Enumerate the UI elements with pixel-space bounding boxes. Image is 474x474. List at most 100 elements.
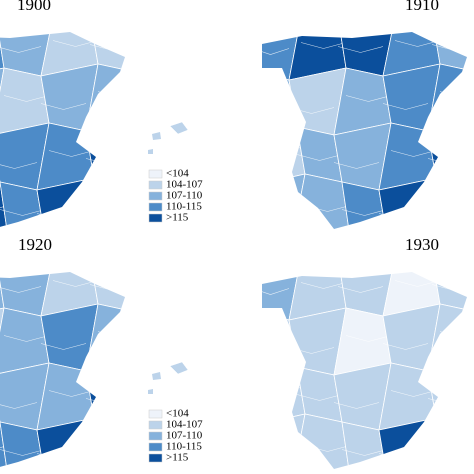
legend-label: <104 — [166, 408, 189, 420]
legend-label: <104 — [166, 168, 189, 180]
legend-swatch — [148, 453, 163, 463]
province-border — [394, 40, 441, 47]
province — [85, 358, 125, 427]
province-border — [262, 339, 298, 346]
province-border — [337, 46, 384, 53]
province-border — [97, 331, 125, 338]
spain-map — [0, 32, 125, 229]
island — [148, 149, 153, 154]
province-border — [333, 402, 380, 409]
legend-label: 104-107 — [166, 419, 203, 431]
province — [423, 417, 467, 469]
province-border — [345, 95, 392, 102]
island — [152, 372, 161, 380]
province-border — [36, 453, 83, 460]
province-border — [390, 150, 437, 157]
province-border — [0, 209, 46, 216]
province — [85, 118, 125, 187]
province-border — [262, 48, 290, 55]
province-border — [341, 449, 388, 456]
province — [382, 303, 441, 372]
province-border — [439, 331, 467, 338]
island — [169, 361, 189, 375]
panel-title: 1920 — [18, 235, 52, 254]
province-border — [378, 213, 425, 220]
province-border — [296, 154, 343, 161]
spain-map — [262, 32, 467, 229]
province-border — [262, 211, 294, 218]
province-border — [262, 451, 294, 458]
province-border — [390, 390, 437, 397]
province-border — [0, 449, 46, 456]
province-border — [394, 280, 441, 287]
province — [40, 303, 99, 372]
province-border — [333, 162, 380, 169]
island — [152, 132, 161, 140]
province — [262, 413, 306, 469]
province-border — [435, 447, 467, 454]
province-border — [0, 162, 38, 169]
province-border — [40, 343, 87, 350]
province-border — [262, 288, 290, 295]
map-panel — [262, 272, 467, 469]
province-border — [52, 280, 99, 287]
panel-title: 1910 — [405, 0, 439, 14]
legend-label: >115 — [166, 452, 189, 464]
island — [169, 121, 189, 135]
province-border — [337, 286, 384, 293]
province-border — [382, 343, 429, 350]
province-border — [93, 447, 125, 454]
province — [382, 63, 441, 132]
province-border — [52, 40, 99, 47]
island — [148, 389, 153, 394]
province-border — [296, 394, 343, 401]
spain-map — [262, 272, 467, 469]
province-border — [300, 282, 347, 289]
legend-swatch — [148, 169, 163, 179]
province-border — [0, 205, 9, 212]
province-border — [93, 207, 125, 214]
legend-swatch — [148, 409, 163, 419]
province-border — [48, 390, 95, 397]
legend-swatch — [148, 442, 163, 452]
legend-label: 110-115 — [166, 441, 202, 453]
legend-swatch — [148, 202, 163, 212]
panel-title: 1930 — [405, 235, 439, 254]
province — [427, 358, 467, 427]
province — [423, 177, 467, 229]
province-border — [262, 386, 306, 393]
province — [40, 63, 99, 132]
map-panel — [262, 32, 467, 229]
province-border — [345, 335, 392, 342]
province-border — [341, 209, 388, 216]
province-border — [0, 286, 42, 293]
province-border — [48, 150, 95, 157]
spain-map — [0, 272, 125, 469]
province-border — [262, 99, 298, 106]
province-border — [300, 42, 347, 49]
province-border — [0, 46, 42, 53]
legend-label: 104-107 — [166, 179, 203, 191]
province — [81, 417, 125, 469]
legend-label: 107-110 — [166, 190, 203, 202]
panel-title: 1900 — [17, 0, 51, 14]
province-border — [36, 213, 83, 220]
legend-label: 110-115 — [166, 201, 202, 213]
province-border — [0, 445, 9, 452]
province-border — [435, 207, 467, 214]
map-panel — [0, 272, 189, 469]
legend-label: 107-110 — [166, 430, 203, 442]
province-border — [378, 453, 425, 460]
legend-swatch — [148, 180, 163, 190]
province-border — [0, 402, 38, 409]
province-border — [3, 95, 50, 102]
legend-swatch — [148, 420, 163, 430]
province-border — [3, 335, 50, 342]
legend-swatch — [148, 213, 163, 223]
province-border — [439, 91, 467, 98]
province — [262, 173, 306, 229]
province-border — [40, 103, 87, 110]
province-border — [382, 103, 429, 110]
province — [81, 177, 125, 229]
